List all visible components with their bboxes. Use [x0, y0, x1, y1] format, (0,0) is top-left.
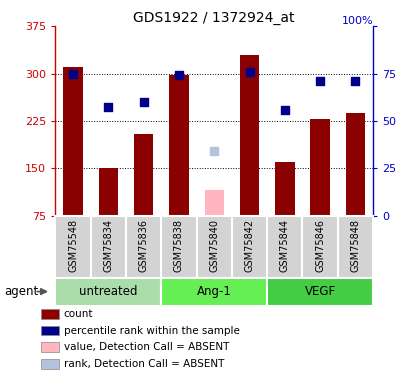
Text: count: count	[63, 309, 93, 319]
Bar	[345, 113, 364, 216]
Bar	[231, 216, 267, 278]
Bar	[337, 216, 372, 278]
Bar	[267, 278, 372, 306]
Bar	[63, 67, 83, 216]
Point	[175, 72, 182, 78]
Text: GSM75838: GSM75838	[173, 219, 184, 272]
Point	[211, 148, 217, 154]
Text: rank, Detection Call = ABSENT: rank, Detection Call = ABSENT	[63, 359, 223, 369]
Bar	[134, 134, 153, 216]
Bar	[41, 309, 59, 319]
Bar	[267, 216, 302, 278]
Text: GSM75846: GSM75846	[315, 219, 324, 272]
Text: percentile rank within the sample: percentile rank within the sample	[63, 326, 239, 336]
Text: GSM75844: GSM75844	[279, 219, 289, 272]
Text: 100%: 100%	[341, 16, 372, 26]
Bar	[98, 168, 118, 216]
Title: GDS1922 / 1372924_at: GDS1922 / 1372924_at	[133, 11, 294, 25]
Text: GSM75834: GSM75834	[103, 219, 113, 272]
Bar	[55, 216, 90, 278]
Text: GSM75548: GSM75548	[68, 219, 78, 272]
Text: GSM75842: GSM75842	[244, 219, 254, 272]
Point	[316, 78, 323, 84]
Bar	[55, 278, 161, 306]
Bar	[161, 278, 267, 306]
Bar	[196, 216, 231, 278]
Bar	[161, 216, 196, 278]
Bar	[41, 342, 59, 352]
Bar	[310, 119, 329, 216]
Bar	[204, 190, 223, 216]
Bar	[41, 326, 59, 336]
Text: VEGF: VEGF	[304, 285, 335, 298]
Text: value, Detection Call = ABSENT: value, Detection Call = ABSENT	[63, 342, 228, 352]
Bar	[274, 162, 294, 216]
Text: Ang-1: Ang-1	[196, 285, 231, 298]
Text: untreated: untreated	[79, 285, 137, 298]
Bar	[169, 75, 188, 216]
Bar	[90, 216, 126, 278]
Bar	[41, 359, 59, 369]
Point	[281, 106, 288, 112]
Bar	[126, 216, 161, 278]
Point	[246, 69, 252, 75]
Bar	[239, 55, 258, 216]
Point	[140, 99, 146, 105]
Point	[105, 104, 111, 110]
Text: GSM75840: GSM75840	[209, 219, 219, 272]
Bar	[302, 216, 337, 278]
Point	[70, 70, 76, 76]
Text: agent: agent	[4, 285, 38, 297]
Text: GSM75836: GSM75836	[138, 219, 148, 272]
Point	[351, 78, 358, 84]
Text: GSM75848: GSM75848	[350, 219, 360, 272]
